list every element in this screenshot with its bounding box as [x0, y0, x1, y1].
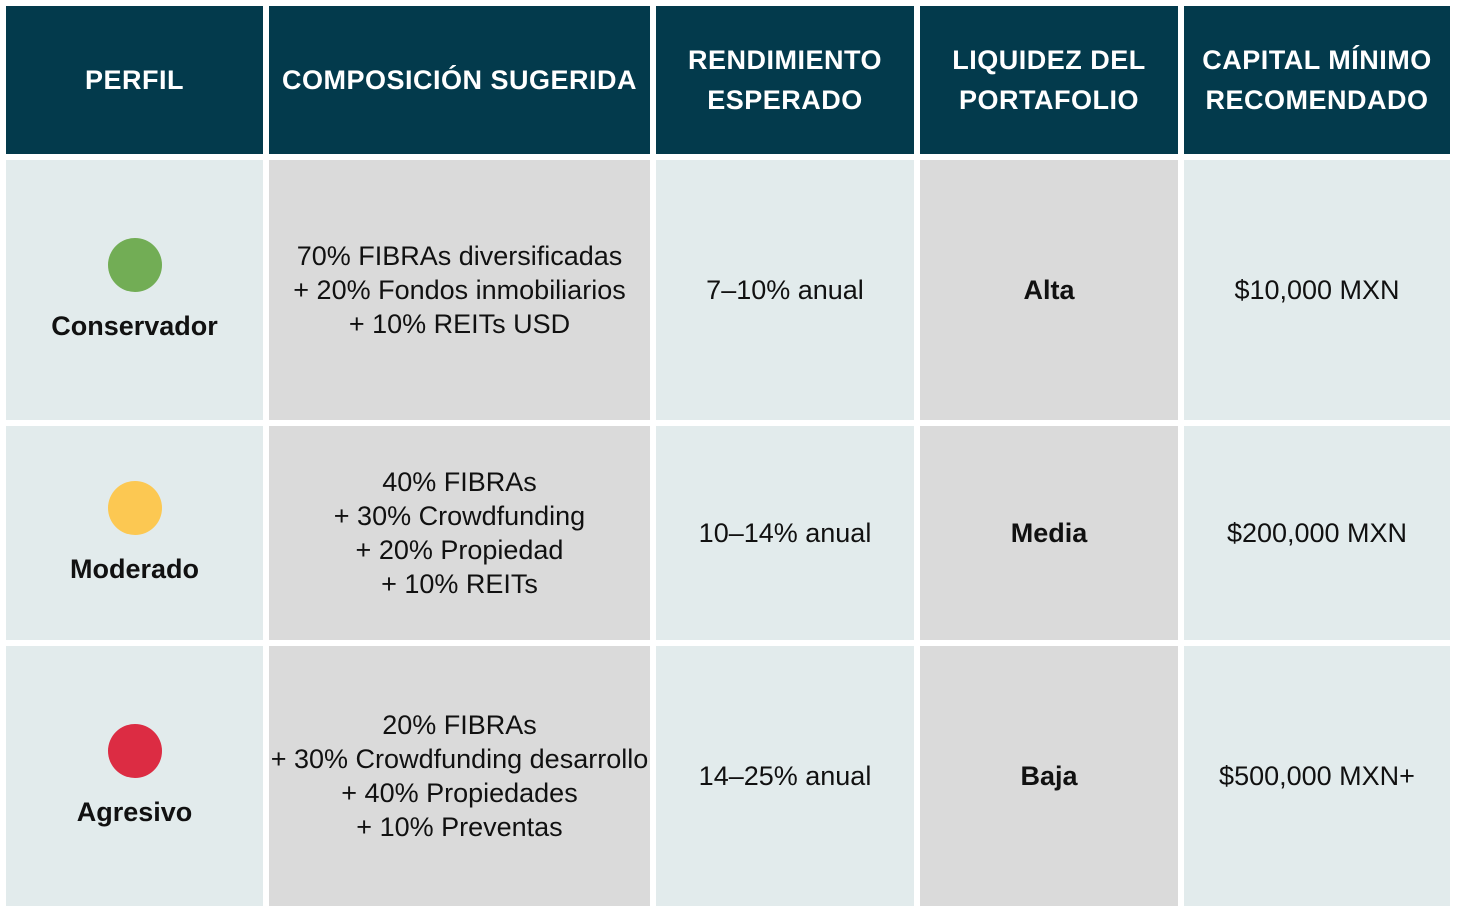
- yield-cell: 10–14% anual: [656, 426, 914, 640]
- header-capital: CAPITAL MÍNIMO RECOMENDADO: [1184, 6, 1450, 154]
- header-rendimiento-line-2: ESPERADO: [707, 85, 863, 115]
- liquidity-value: Alta: [1023, 275, 1075, 305]
- composition-line: 20% FIBRAs: [382, 710, 537, 740]
- composition-line: + 10% REITs USD: [348, 309, 571, 339]
- capital-value: $10,000 MXN: [1234, 275, 1400, 305]
- liquidity-value: Media: [1010, 518, 1088, 548]
- header-composicion-line-1: COMPOSICIÓN SUGERIDA: [281, 65, 638, 95]
- composition-line: + 30% Crowdfunding desarrollo: [270, 744, 649, 774]
- green-dot-icon: [107, 238, 162, 292]
- composition-line: + 40% Propiedades: [341, 778, 578, 808]
- header-composicion: COMPOSICIÓN SUGERIDA: [269, 6, 650, 154]
- header-liquidez-line-2: PORTAFOLIO: [959, 85, 1139, 115]
- composition-cell: 20% FIBRAs + 30% Crowdfunding desarrollo…: [269, 646, 650, 906]
- profile-cell-moderado: Moderado: [6, 426, 263, 640]
- header-capital-line-2: RECOMENDADO: [1205, 85, 1429, 115]
- liquidity-value: Baja: [1020, 761, 1078, 791]
- profile-cell-agresivo: Agresivo: [6, 646, 263, 906]
- yellow-dot-icon: [107, 481, 162, 535]
- profile-cell-conservador: Conservador: [6, 160, 263, 420]
- composition-line: + 10% REITs: [381, 569, 538, 599]
- composition-line: + 20% Fondos inmobiliarios: [293, 275, 626, 305]
- header-rendimiento-line-1: RENDIMIENTO: [687, 45, 882, 75]
- yield-value: 7–10% anual: [706, 275, 864, 305]
- header-capital-line-1: CAPITAL MÍNIMO: [1202, 45, 1432, 75]
- composition-line: + 10% Preventas: [356, 812, 563, 842]
- composition-line: 40% FIBRAs: [382, 467, 537, 497]
- composition-cell: 70% FIBRAs diversificadas + 20% Fondos i…: [269, 160, 650, 420]
- capital-cell: $200,000 MXN: [1184, 426, 1450, 640]
- header-perfil-line-1: PERFIL: [84, 65, 184, 95]
- profile-label: Moderado: [69, 554, 199, 584]
- profile-label: Agresivo: [76, 797, 193, 827]
- capital-value: $200,000 MXN: [1226, 518, 1408, 548]
- header-perfil: PERFIL: [6, 6, 263, 154]
- capital-cell: $10,000 MXN: [1184, 160, 1450, 420]
- liquidity-cell: Media: [920, 426, 1178, 640]
- composition-cell: 40% FIBRAs + 30% Crowdfunding + 20% Prop…: [269, 426, 650, 640]
- liquidity-cell: Baja: [920, 646, 1178, 906]
- composition-line: + 20% Propiedad: [355, 535, 564, 565]
- capital-cell: $500,000 MXN+: [1184, 646, 1450, 906]
- composition-line: + 30% Crowdfunding: [333, 501, 586, 531]
- yield-value: 10–14% anual: [698, 518, 872, 548]
- yield-cell: 7–10% anual: [656, 160, 914, 420]
- capital-value: $500,000 MXN+: [1219, 761, 1415, 791]
- yield-value: 14–25% anual: [698, 761, 872, 791]
- header-liquidez: LIQUIDEZ DEL PORTAFOLIO: [920, 6, 1178, 154]
- liquidity-cell: Alta: [920, 160, 1178, 420]
- composition-line: 70% FIBRAs diversificadas: [296, 241, 623, 271]
- header-rendimiento: RENDIMIENTO ESPERADO: [656, 6, 914, 154]
- profile-label: Conservador: [51, 311, 218, 341]
- red-dot-icon: [107, 724, 162, 778]
- header-liquidez-line-1: LIQUIDEZ DEL: [952, 45, 1146, 75]
- yield-cell: 14–25% anual: [656, 646, 914, 906]
